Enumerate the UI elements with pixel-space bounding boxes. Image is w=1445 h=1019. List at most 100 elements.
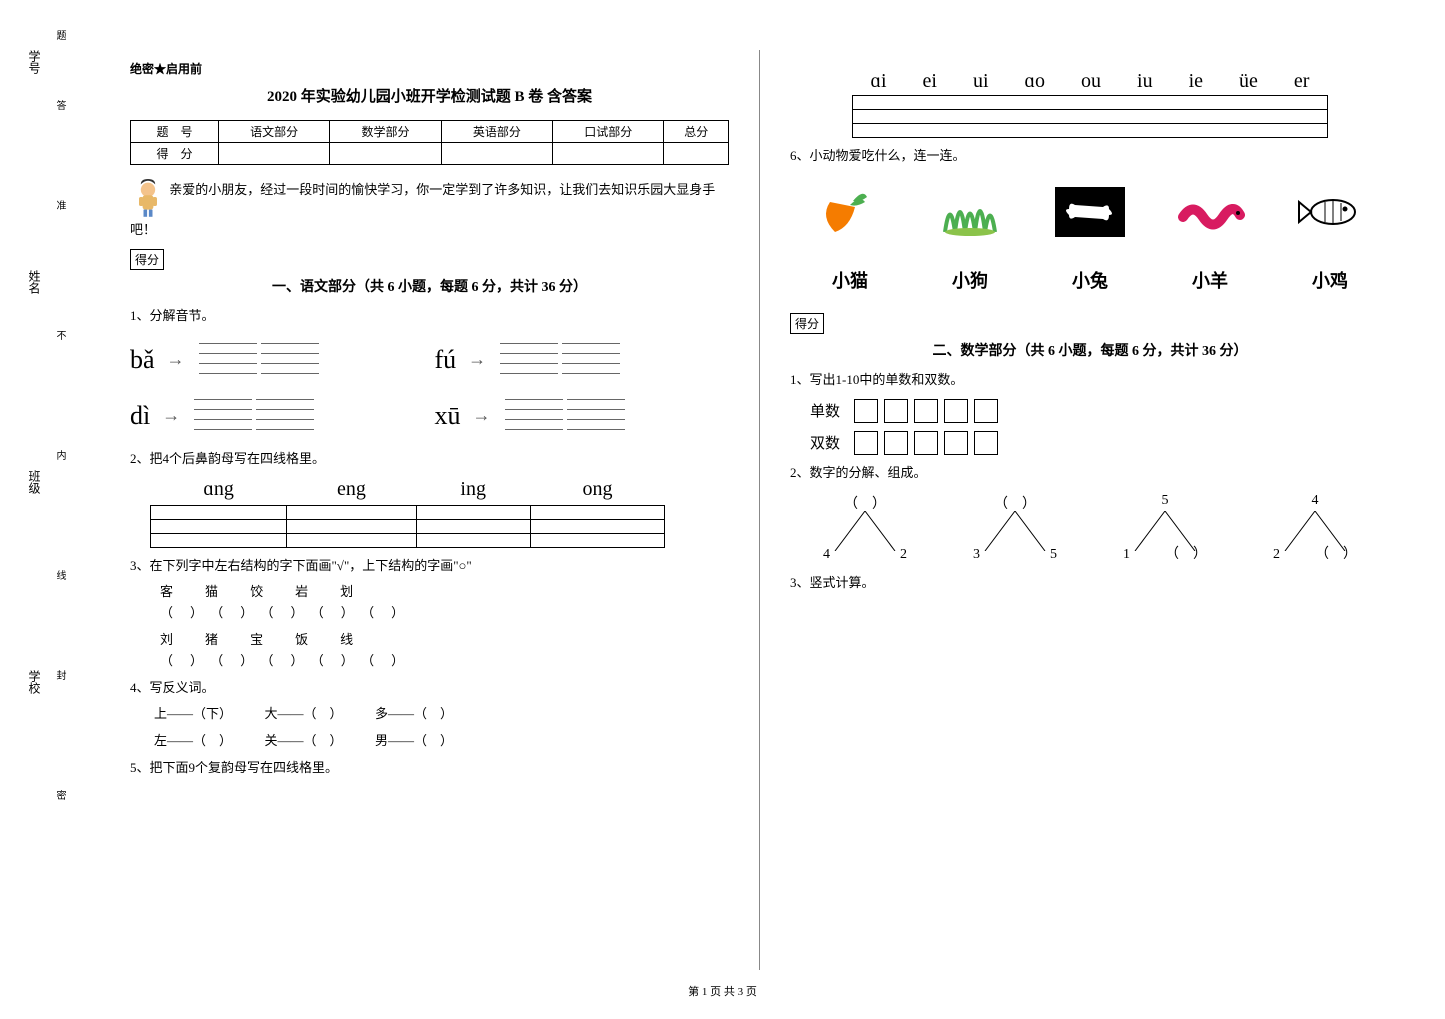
even-label: 双数 <box>810 432 840 453</box>
grid-cell[interactable] <box>151 533 287 547</box>
decomp-br[interactable]: （ ） <box>1315 543 1357 563</box>
num-box[interactable] <box>884 431 908 455</box>
grid-cell[interactable] <box>416 519 530 533</box>
arrow-icon: → <box>468 349 486 370</box>
grid-cell[interactable] <box>287 519 416 533</box>
pinyin-xu: xū <box>435 401 461 431</box>
answer-paren[interactable]: （ ） <box>210 653 255 668</box>
arrow-icon: → <box>162 405 180 426</box>
m2-title: 2、数字的分解、组成。 <box>790 463 1390 484</box>
char: 划 <box>340 584 355 599</box>
char: 刘 <box>160 632 175 647</box>
animal-label: 小兔 <box>1072 267 1108 293</box>
q4-line1: 上——（下） 大——（ ） 多——（ ） <box>130 704 729 725</box>
four-line-grid[interactable] <box>500 343 558 373</box>
four-line-grid[interactable] <box>562 343 620 373</box>
answer-paren[interactable]: （ ） <box>210 605 255 620</box>
num-box[interactable] <box>854 431 878 455</box>
vowel: ui <box>955 68 1007 96</box>
num-box[interactable] <box>884 399 908 423</box>
grid-cell[interactable] <box>853 124 1328 138</box>
four-line-grid[interactable] <box>199 343 257 373</box>
grid-cell[interactable] <box>853 110 1328 124</box>
score-cell[interactable] <box>441 143 552 165</box>
num-box[interactable] <box>944 431 968 455</box>
q5-title: 5、把下面9个复韵母写在四线格里。 <box>130 758 729 779</box>
score-table: 题 号 语文部分 数学部分 英语部分 口试部分 总分 得 分 <box>130 120 729 165</box>
grid-cell[interactable] <box>287 505 416 519</box>
four-line-grid[interactable] <box>261 343 319 373</box>
grid-cell[interactable] <box>287 533 416 547</box>
num-box[interactable] <box>974 431 998 455</box>
score-cell[interactable] <box>218 143 329 165</box>
fish-icon <box>1295 187 1365 237</box>
bind-marker: 题 <box>52 30 67 44</box>
q2-table: ɑng eng ing ong <box>150 478 665 548</box>
score-cell[interactable] <box>330 143 441 165</box>
q4-line2: 左——（ ） 关——（ ） 男——（ ） <box>130 731 729 752</box>
score-th: 英语部分 <box>441 121 552 143</box>
bind-label-class: 班级 <box>26 470 43 494</box>
vowel: ei <box>905 68 955 96</box>
animal-label: 小猫 <box>832 267 868 293</box>
decomp-top[interactable]: （ ） <box>815 493 915 513</box>
grid-cell[interactable] <box>530 533 664 547</box>
num-box[interactable] <box>854 399 878 423</box>
score-box-row: 得分 <box>130 249 729 270</box>
answer-paren[interactable]: （ ） <box>361 605 406 620</box>
score-th: 总分 <box>664 121 729 143</box>
score-th: 口试部分 <box>553 121 664 143</box>
vowel: iu <box>1119 68 1171 96</box>
four-line-grid[interactable] <box>505 399 563 429</box>
arrow-icon: → <box>473 405 491 426</box>
answer-paren[interactable]: （ ） <box>311 605 356 620</box>
decomp-bl: 2 <box>1273 547 1280 563</box>
intro-text: 亲爱的小朋友，经过一段时间的愉快学习，你一定学到了许多知识，让我们去知识乐园大显… <box>130 182 715 237</box>
confidential-label: 绝密★启用前 <box>130 60 729 77</box>
answer-paren[interactable]: （ ） <box>160 605 205 620</box>
char: 猫 <box>205 584 220 599</box>
grass-icon <box>935 187 1005 237</box>
m1-title: 1、写出1-10中的单数和双数。 <box>790 370 1390 391</box>
score-row-label: 得 分 <box>131 143 219 165</box>
score-box-label: 得分 <box>790 313 824 334</box>
vowel: ong <box>530 478 664 506</box>
grid-cell[interactable] <box>530 505 664 519</box>
decomp-br: 5 <box>1050 547 1057 563</box>
m3-title: 3、竖式计算。 <box>790 573 1390 594</box>
score-cell[interactable] <box>553 143 664 165</box>
answer-paren[interactable]: （ ） <box>160 653 205 668</box>
answer-paren[interactable]: （ ） <box>261 605 306 620</box>
four-line-grid[interactable] <box>256 399 314 429</box>
decomp-br[interactable]: （ ） <box>1165 543 1207 563</box>
grid-cell[interactable] <box>416 533 530 547</box>
num-box[interactable] <box>914 431 938 455</box>
decomp-br: 2 <box>900 547 907 563</box>
grid-cell[interactable] <box>151 519 287 533</box>
answer-paren[interactable]: （ ） <box>311 653 356 668</box>
animal-label: 小鸡 <box>1312 267 1348 293</box>
grid-cell[interactable] <box>530 519 664 533</box>
antonym-line: 左——（ ） 关——（ ） 男——（ ） <box>154 731 729 752</box>
answer-paren[interactable]: （ ） <box>361 653 406 668</box>
decomp-bl: 4 <box>823 547 830 563</box>
four-line-grid[interactable] <box>194 399 252 429</box>
num-box[interactable] <box>914 399 938 423</box>
num-box[interactable] <box>974 399 998 423</box>
grid-cell[interactable] <box>151 505 287 519</box>
q1-block: dì → xū → <box>130 393 729 439</box>
bind-marker: 密 <box>52 790 67 804</box>
exam-title: 2020 年实验幼儿园小班开学检测试题 B 卷 含答案 <box>130 85 729 106</box>
decomp-row: （ ） 4 2 （ ） 3 5 5 1 （ ） 4 2 （ ） <box>790 493 1390 563</box>
grid-cell[interactable] <box>416 505 530 519</box>
num-box[interactable] <box>944 399 968 423</box>
bind-label-id: 学号 <box>26 50 43 74</box>
score-cell[interactable] <box>664 143 729 165</box>
page: 绝密★启用前 2020 年实验幼儿园小班开学检测试题 B 卷 含答案 题 号 语… <box>100 50 1420 970</box>
decomp-top[interactable]: （ ） <box>965 493 1065 513</box>
four-line-grid[interactable] <box>567 399 625 429</box>
grid-cell[interactable] <box>853 96 1328 110</box>
worm-icon <box>1175 187 1245 237</box>
answer-paren[interactable]: （ ） <box>261 653 306 668</box>
animal-label: 小狗 <box>952 267 988 293</box>
